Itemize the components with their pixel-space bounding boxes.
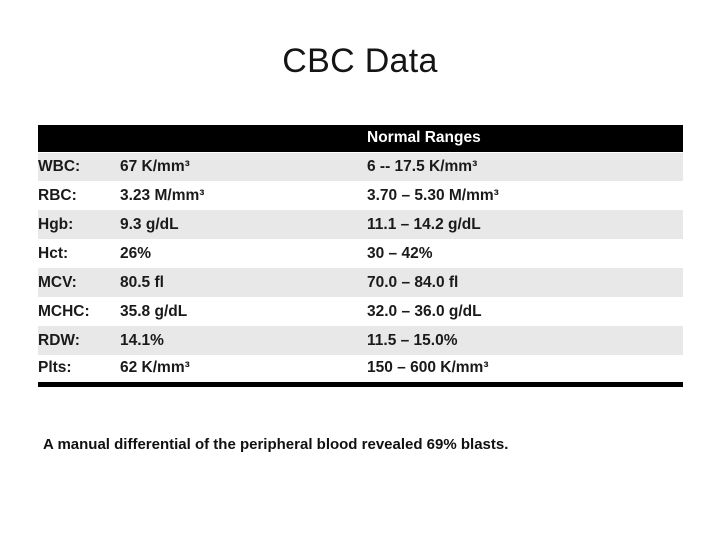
table-row: Hct: 26% 30 – 42% bbox=[38, 239, 683, 268]
row-range: 6 -- 17.5 K/mm³ bbox=[367, 157, 478, 175]
header-cell-empty-2 bbox=[120, 125, 367, 152]
table-row: MCHC: 35.8 g/dL 32.0 – 36.0 g/dL bbox=[38, 297, 683, 326]
row-range: 3.70 – 5.30 M/mm³ bbox=[367, 186, 499, 204]
row-value: 14.1% bbox=[120, 331, 164, 349]
row-label: WBC: bbox=[38, 157, 81, 175]
row-range: 30 – 42% bbox=[367, 244, 433, 262]
cbc-table-body: WBC: 67 K/mm³ 6 -- 17.5 K/mm³ RBC: 3.23 M/mm… bbox=[38, 152, 683, 384]
cbc-table-header: Normal Ranges bbox=[38, 125, 683, 152]
footnote-text: A manual differential of the peripheral … bbox=[43, 436, 509, 453]
row-value: 9.3 g/dL bbox=[120, 215, 179, 233]
slide-title: CBC Data bbox=[282, 42, 438, 80]
row-label: Hgb: bbox=[38, 215, 74, 233]
row-value: 26% bbox=[120, 244, 152, 262]
header-cell-empty-1 bbox=[38, 125, 120, 152]
table-row: Plts: 62 K/mm³ 150 – 600 K/mm³ bbox=[38, 355, 683, 384]
table-row: Hgb: 9.3 g/dL 11.1 – 14.2 g/dL bbox=[38, 210, 683, 239]
row-range: 32.0 – 36.0 g/dL bbox=[367, 302, 482, 320]
table-header-row: Normal Ranges bbox=[38, 125, 683, 152]
row-value: 3.23 M/mm³ bbox=[120, 186, 205, 204]
row-label: RDW: bbox=[38, 331, 80, 349]
row-range: 70.0 – 84.0 fl bbox=[367, 273, 459, 291]
row-label: RBC: bbox=[38, 186, 77, 204]
table-row: RDW: 14.1% 11.5 – 15.0% bbox=[38, 326, 683, 355]
row-label: MCHC: bbox=[38, 302, 90, 320]
row-value: 62 K/mm³ bbox=[120, 359, 190, 377]
row-value: 67 K/mm³ bbox=[120, 157, 190, 175]
table-row: MCV: 80.5 fl 70.0 – 84.0 fl bbox=[38, 268, 683, 297]
row-range: 150 – 600 K/mm³ bbox=[367, 359, 489, 377]
row-label: Plts: bbox=[38, 359, 72, 377]
header-cell-normal-ranges: Normal Ranges bbox=[367, 129, 481, 147]
table-row: WBC: 67 K/mm³ 6 -- 17.5 K/mm³ bbox=[38, 152, 683, 181]
row-value: 80.5 fl bbox=[120, 273, 164, 291]
row-range: 11.5 – 15.0% bbox=[367, 331, 458, 349]
cbc-table: Normal Ranges WBC: 67 K/mm³ 6 -- 17.5 K/mm… bbox=[38, 125, 683, 387]
row-label: Hct: bbox=[38, 244, 69, 262]
row-label: MCV: bbox=[38, 273, 77, 291]
row-value: 35.8 g/dL bbox=[120, 302, 188, 320]
table-row: RBC: 3.23 M/mm³ 3.70 – 5.30 M/mm³ bbox=[38, 181, 683, 210]
row-range: 11.1 – 14.2 g/dL bbox=[367, 215, 481, 233]
